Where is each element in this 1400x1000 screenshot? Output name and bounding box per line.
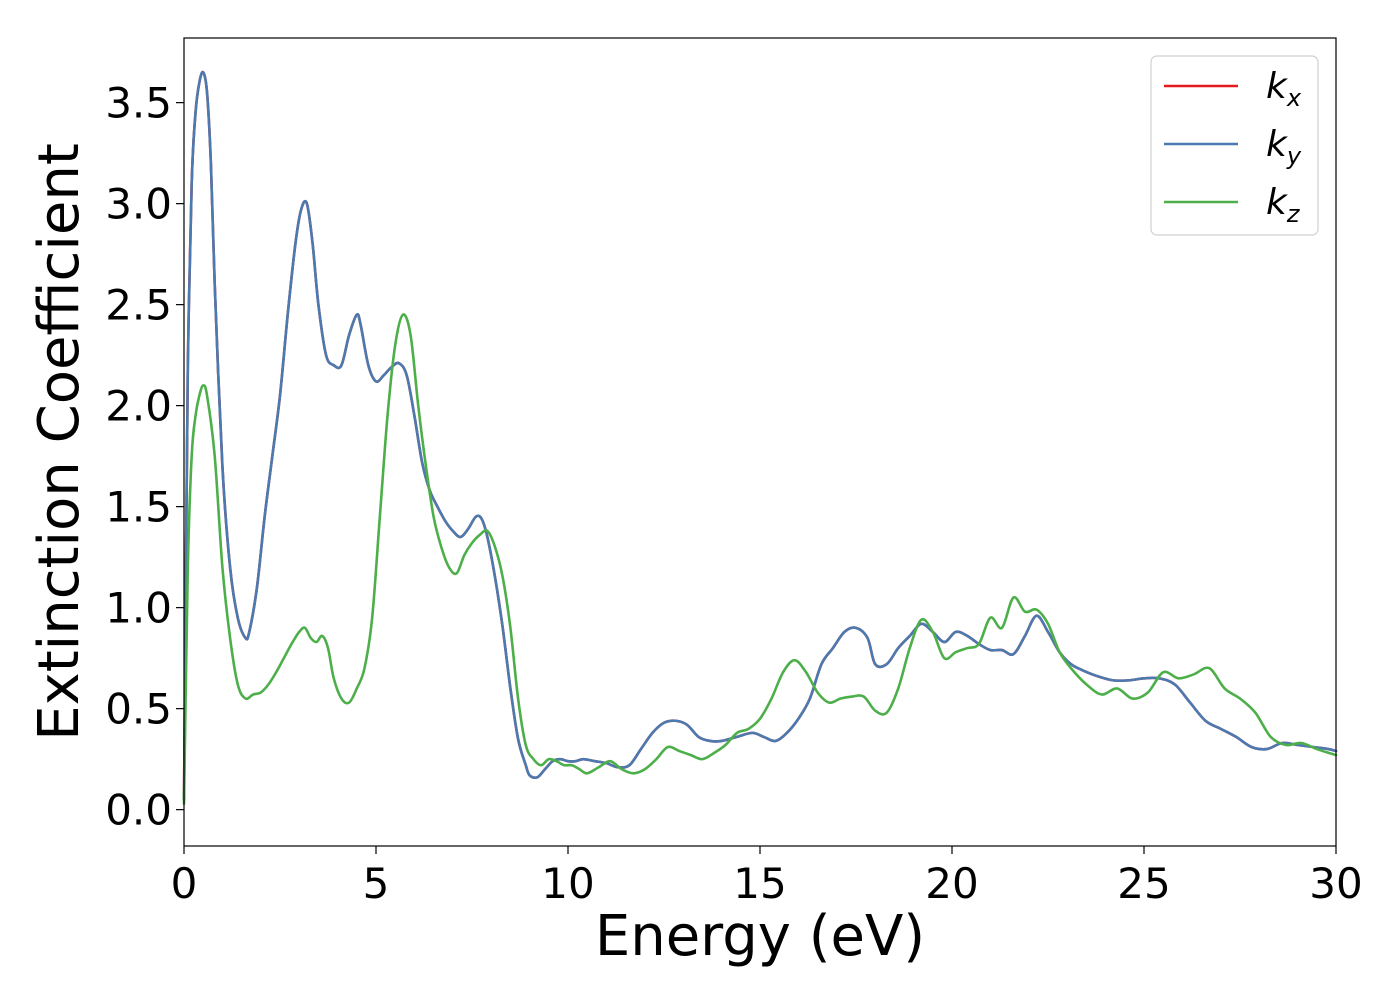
y-tick-label: 3.0 [105, 180, 172, 229]
y-tick-label: 1.0 [105, 584, 172, 633]
x-tick-label: 10 [541, 859, 594, 908]
series-line-ky [182, 70, 1338, 801]
x-axis-label: Energy (eV) [595, 904, 925, 969]
x-tick-label: 30 [1309, 859, 1362, 908]
y-tick-label: 0.5 [105, 685, 172, 734]
y-axis-ticks: 0.0 0.5 1.0 1.5 2.0 2.5 3.0 3.5 [105, 79, 184, 835]
x-tick-label: 0 [171, 859, 198, 908]
y-axis-label: Extinction Coefficient [27, 143, 92, 741]
y-tick-label: 2.5 [105, 281, 172, 330]
y-tick-label: 2.0 [105, 382, 172, 431]
series-layer [182, 70, 1338, 805]
series-line-kz [182, 313, 1338, 805]
legend-label-ky: ky [1266, 124, 1302, 170]
x-axis-ticks: 0 5 10 15 20 25 30 [171, 846, 1363, 908]
y-tick-label: 3.5 [105, 79, 172, 128]
plot-area [184, 38, 1336, 846]
legend-box [1150, 55, 1319, 236]
y-tick-label: 0.0 [105, 786, 172, 835]
x-tick-label: 5 [363, 859, 390, 908]
y-tick-label: 1.5 [105, 483, 172, 532]
x-tick-label: 25 [1117, 859, 1170, 908]
x-tick-label: 20 [925, 859, 978, 908]
x-tick-label: 15 [733, 859, 786, 908]
